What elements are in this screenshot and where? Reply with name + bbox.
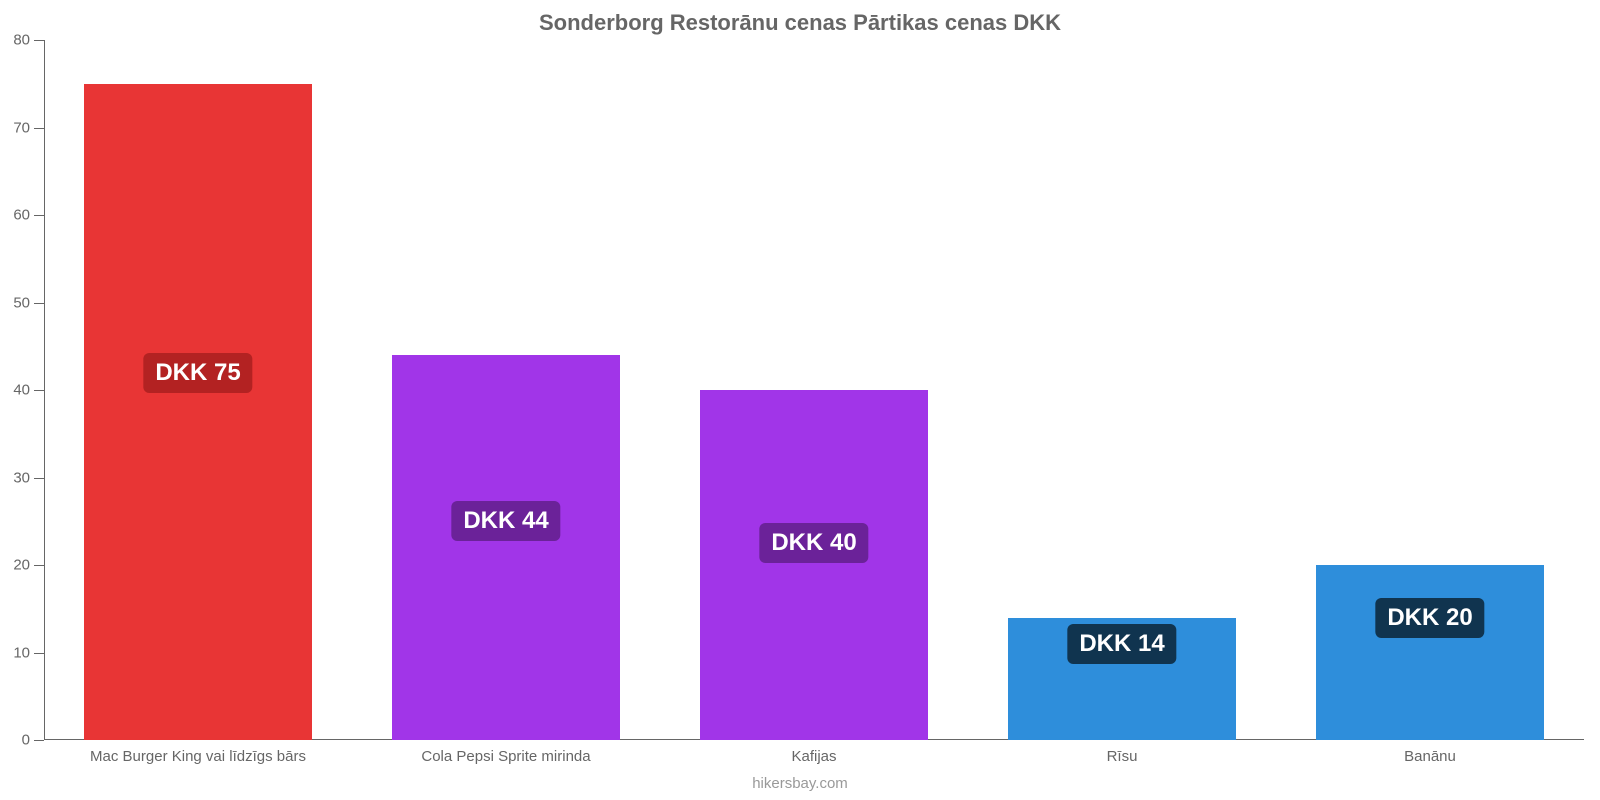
value-badge: DKK 14 (1067, 624, 1176, 664)
y-tick-label: 30 (13, 469, 44, 486)
bar (1316, 565, 1544, 740)
bars-container: DKK 75Mac Burger King vai līdzīgs bārsDK… (44, 40, 1584, 740)
plot-area: DKK 75Mac Burger King vai līdzīgs bārsDK… (44, 40, 1584, 740)
bar (84, 84, 312, 740)
value-badge: DKK 40 (759, 523, 868, 563)
y-tick-label: 10 (13, 644, 44, 661)
bar-slot: DKK 20Banānu (1276, 40, 1584, 740)
x-tick-label: Mac Burger King vai līdzīgs bārs (90, 740, 306, 765)
y-tick-label: 70 (13, 119, 44, 136)
bar (392, 355, 620, 740)
price-bar-chart: Sonderborg Restorānu cenas Pārtikas cena… (0, 0, 1600, 800)
y-tick-label: 50 (13, 294, 44, 311)
chart-title: Sonderborg Restorānu cenas Pārtikas cena… (0, 10, 1600, 36)
x-tick-label: Cola Pepsi Sprite mirinda (421, 740, 590, 765)
value-badge: DKK 75 (143, 353, 252, 393)
bar-slot: DKK 44Cola Pepsi Sprite mirinda (352, 40, 660, 740)
bar-slot: DKK 14Rīsu (968, 40, 1276, 740)
bar-slot: DKK 75Mac Burger King vai līdzīgs bārs (44, 40, 352, 740)
x-tick-label: Rīsu (1107, 740, 1138, 765)
y-tick-label: 0 (22, 732, 44, 749)
bar-slot: DKK 40Kafijas (660, 40, 968, 740)
y-tick-label: 80 (13, 32, 44, 49)
attribution-text: hikersbay.com (0, 775, 1600, 792)
y-tick-label: 20 (13, 557, 44, 574)
y-tick-label: 40 (13, 382, 44, 399)
bar (700, 390, 928, 740)
x-tick-label: Kafijas (791, 740, 836, 765)
value-badge: DKK 44 (451, 501, 560, 541)
value-badge: DKK 20 (1375, 598, 1484, 638)
x-tick-label: Banānu (1404, 740, 1456, 765)
y-tick-label: 60 (13, 207, 44, 224)
